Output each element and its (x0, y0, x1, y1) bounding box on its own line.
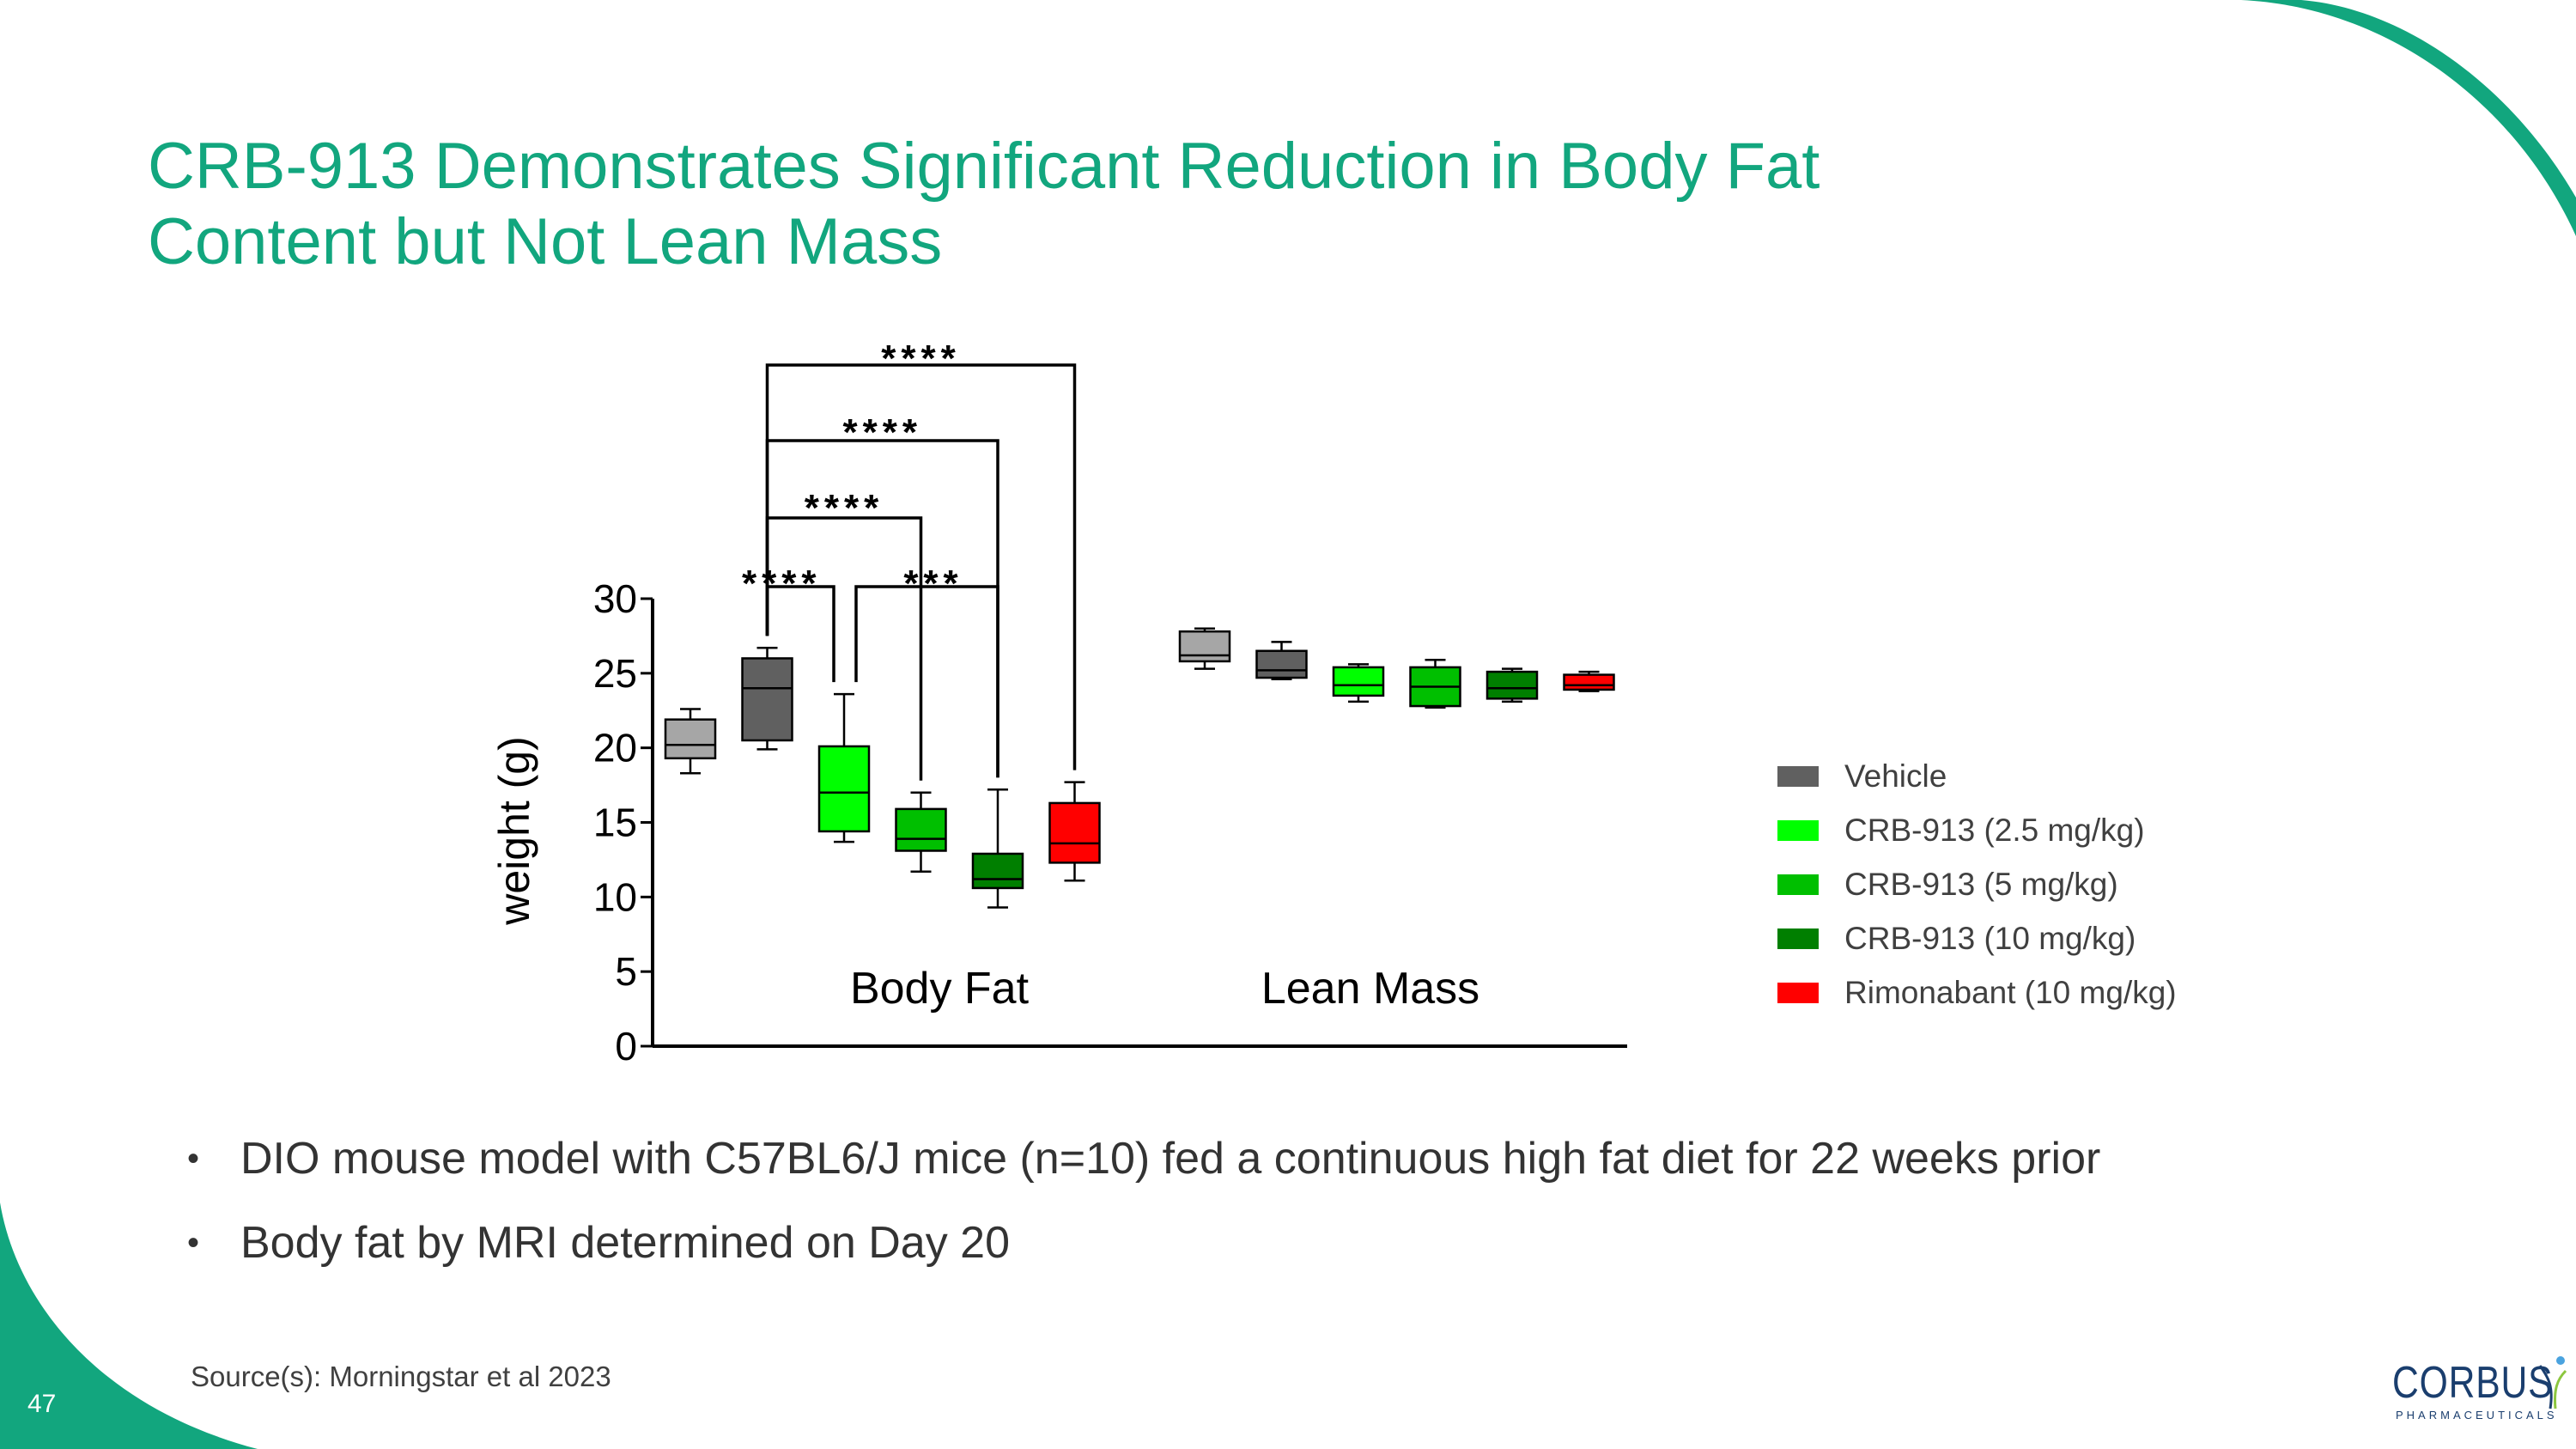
bullet-text: DIO mouse model with C57BL6/J mice (n=10… (240, 1134, 2101, 1184)
box-iqr (664, 718, 717, 760)
legend-item: CRB-913 (2.5 mg/kg) (1777, 803, 2177, 857)
slide-title: CRB-913 Demonstrates Significant Reducti… (148, 129, 2123, 280)
box-iqr (741, 657, 793, 742)
significance-label: **** (881, 338, 961, 380)
significance-label: **** (843, 411, 923, 454)
page-number: 47 (27, 1390, 57, 1418)
box-iqr (1563, 673, 1615, 691)
legend-label: Rimonabant (10 mg/kg) (1844, 974, 2177, 1010)
legend-swatch (1777, 765, 1819, 787)
box-iqr (1332, 666, 1385, 697)
legend-label: Vehicle (1844, 758, 1947, 794)
logo-subtitle: PHARMACEUTICALS (2396, 1409, 2558, 1422)
box-iqr (895, 807, 947, 852)
legend-label: CRB-913 (2.5 mg/kg) (1844, 812, 2145, 848)
box-iqr (1048, 801, 1101, 864)
legend-swatch (1777, 874, 1819, 895)
bullet-glyph: • (187, 1139, 200, 1178)
box-iqr (817, 745, 871, 833)
bullet-text: Body fat by MRI determined on Day 20 (240, 1218, 1011, 1268)
corbus-logo: CORBUS PHARMACEUTICALS (2392, 1356, 2567, 1422)
group-label: Lean Mass (1261, 964, 1479, 1014)
title-line-2: Content but Not Lean Mass (148, 205, 943, 278)
y-tick-label: 30 (593, 576, 637, 621)
legend-label: CRB-913 (5 mg/kg) (1844, 866, 2118, 902)
source-citation: Source(s): Morningstar et al 2023 (191, 1361, 611, 1392)
significance-bracket (765, 363, 1077, 770)
chart-legend: Vehicle CRB-913 (2.5 mg/kg) CRB-913 (5 mg/… (1777, 749, 2177, 1020)
legend-item: Vehicle (1777, 749, 2177, 803)
box-iqr (971, 852, 1024, 890)
legend-item: CRB-913 (10 mg/kg) (1777, 911, 2177, 965)
y-tick-label: 20 (593, 726, 637, 770)
bullet-glyph: • (187, 1223, 200, 1262)
legend-item: CRB-913 (5 mg/kg) (1777, 857, 2177, 911)
significance-label: **** (805, 487, 884, 529)
top-right-swoosh (2241, 0, 2576, 236)
bullet-list: • DIO mouse model with C57BL6/J mice (n=1… (187, 1117, 2100, 1285)
box-iqr (1485, 670, 1539, 700)
legend-item: Rimonabant (10 mg/kg) (1777, 965, 2177, 1020)
title-line-1: CRB-913 Demonstrates Significant Reducti… (148, 130, 1820, 203)
legend-swatch (1777, 928, 1819, 949)
bullet-item: • Body fat by MRI determined on Day 20 (187, 1201, 2100, 1285)
legend-label: CRB-913 (10 mg/kg) (1844, 920, 2136, 956)
legend-swatch (1777, 982, 1819, 1003)
significance-label: *** (903, 563, 963, 605)
bottom-left-swoosh (0, 1202, 258, 1449)
bullet-item: • DIO mouse model with C57BL6/J mice (n=1… (187, 1117, 2100, 1201)
y-tick-label: 15 (593, 801, 637, 845)
box-iqr (1255, 649, 1308, 679)
y-axis-title: weight (g) (490, 736, 538, 926)
y-tick-label: 0 (615, 1024, 637, 1068)
y-tick-label: 5 (615, 949, 637, 994)
legend-swatch (1777, 819, 1819, 841)
box-iqr (1178, 630, 1231, 663)
y-tick-label: 10 (593, 874, 637, 919)
significance-bracket (854, 585, 999, 778)
logo-wordmark: CORBUS (2392, 1358, 2554, 1408)
y-tick-label: 25 (593, 651, 637, 696)
significance-label: **** (742, 563, 822, 605)
logo-figure-icon (2538, 1356, 2567, 1409)
group-label: Body Fat (850, 964, 1030, 1014)
